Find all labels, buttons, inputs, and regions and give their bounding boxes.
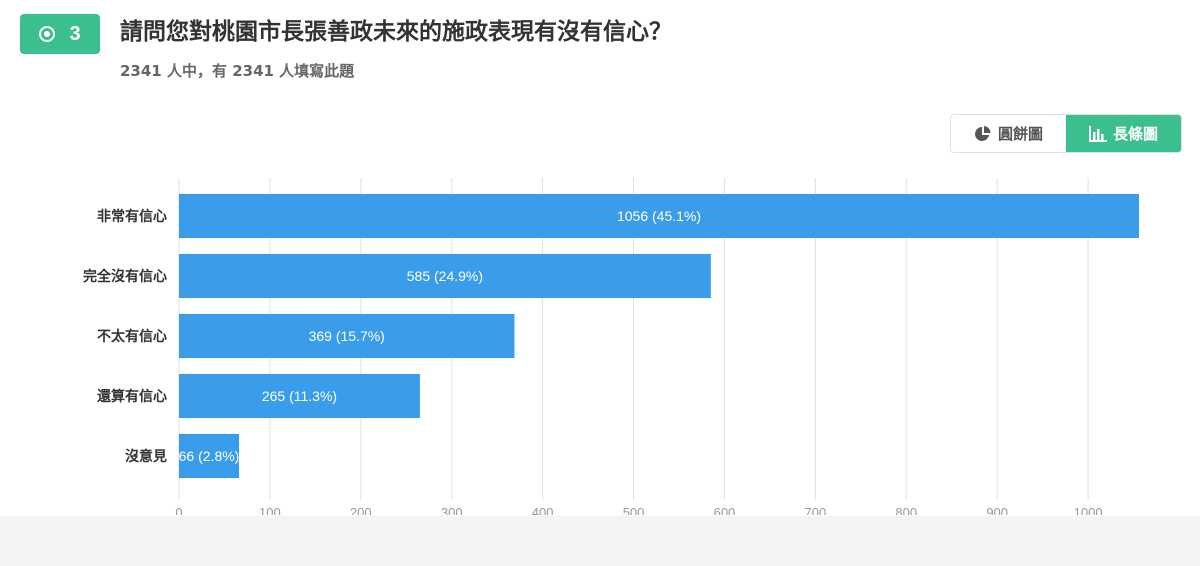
category-label: 還算有信心 <box>97 388 167 405</box>
pie-chart-button[interactable]: 圓餅圖 <box>951 115 1066 152</box>
bar <box>179 314 515 358</box>
bar <box>179 194 1139 238</box>
x-tick-label: 400 <box>532 505 554 515</box>
category-label: 非常有信心 <box>97 208 167 225</box>
x-tick-label: 600 <box>714 505 736 515</box>
data-label: 66 (2.8%) <box>179 448 240 464</box>
question-number-badge: 3 <box>20 14 100 54</box>
bar-chart-label: 長條圖 <box>1112 125 1158 143</box>
data-label: 265 (11.3%) <box>262 388 337 404</box>
x-tick-label: 700 <box>805 505 827 515</box>
pie-chart-label: 圓餅圖 <box>997 125 1043 143</box>
bar <box>179 434 239 478</box>
horizontal-bar-chart: 0 100 200 300 400 500 600 700 800 900 1000 非常有信心 105… <box>83 178 1139 515</box>
x-tick-label: 800 <box>895 505 917 515</box>
category-label: 不太有信心 <box>97 328 167 345</box>
question-title: 請問您對桃園市長張善政未來的施政表現有沒有信心？ <box>120 19 672 45</box>
pie-chart-icon <box>975 125 991 141</box>
x-tick-label: 300 <box>441 505 463 515</box>
x-tick-label: 0 <box>175 505 182 515</box>
response-count: 2341 人中，有 2341 人填寫此題 <box>120 62 355 80</box>
bar <box>179 254 711 298</box>
radio-icon <box>39 26 56 42</box>
question-number: 3 <box>69 22 81 45</box>
x-tick-label: 1000 <box>1074 505 1103 515</box>
category-label: 完全沒有信心 <box>83 268 167 285</box>
footer-strip <box>0 516 1200 566</box>
bar-chart-button[interactable]: 長條圖 <box>1066 115 1181 152</box>
x-tick-label: 500 <box>623 505 645 515</box>
x-tick-label: 900 <box>986 505 1008 515</box>
x-tick-label: 200 <box>350 505 372 515</box>
bar <box>179 374 420 418</box>
chart-type-toggle: 圓餅圖 長條圖 <box>950 114 1182 153</box>
category-label: 沒意見 <box>125 448 167 465</box>
x-tick-label: 100 <box>259 505 281 515</box>
data-label: 369 (15.7%) <box>309 328 385 344</box>
data-label: 1056 (45.1%) <box>617 208 701 224</box>
data-label: 585 (24.9%) <box>407 268 483 284</box>
bar-chart-icon <box>1088 125 1107 142</box>
